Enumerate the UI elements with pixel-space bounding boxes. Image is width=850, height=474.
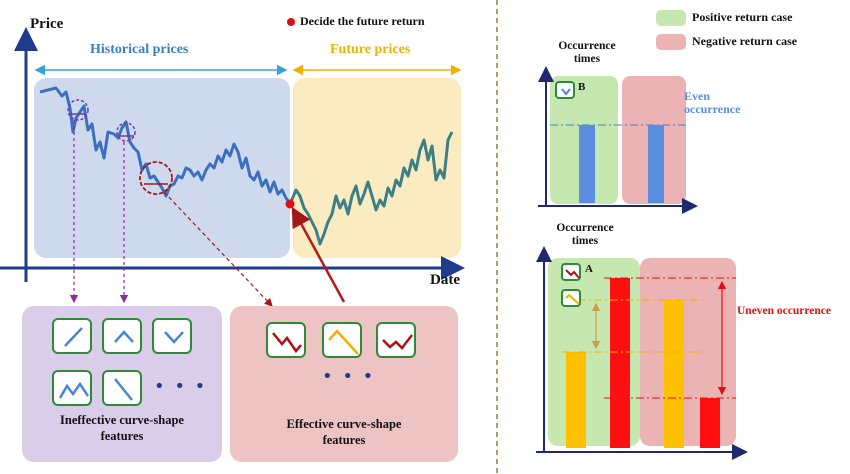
bottom-y-label-line1: Occurrence <box>556 222 614 234</box>
decision-legend-dot <box>287 18 295 26</box>
future-prices-label: Future prices <box>330 42 411 57</box>
even-label-line2: occurrence <box>684 102 741 116</box>
top-chart-valley-icon <box>555 81 575 99</box>
decision-point <box>285 199 295 209</box>
positive-legend-swatch <box>656 10 686 26</box>
feature-icon-effective-yellow <box>322 322 362 358</box>
ineffective-feature-circle-1 <box>67 99 89 121</box>
negative-legend-swatch <box>656 34 686 50</box>
bottom-bar-positive-red <box>610 278 630 448</box>
right-charts-canvas <box>536 66 748 460</box>
future-region <box>293 78 461 258</box>
even-occurrence-label: Even occurrence <box>684 90 740 116</box>
negative-legend-label: Negative return case <box>692 34 798 48</box>
pointer-line-3 <box>163 191 273 307</box>
ineffective-feature-circle-2 <box>116 122 136 142</box>
bottom-chart-y-label: Occurrence times <box>554 222 616 248</box>
feature-icon-effective-red <box>266 322 306 358</box>
feature-icon-effective-zigzag <box>376 322 416 358</box>
effective-label-line2: features <box>322 433 366 447</box>
top-y-label-line1: Occurrence <box>558 40 616 52</box>
top-bar-positive <box>579 125 595 203</box>
effective-label-line1: Effective curve-shape <box>286 417 402 431</box>
effective-ellipsis: • • • <box>322 366 376 387</box>
ineffective-features-label: Ineffective curve-shape features <box>22 412 222 444</box>
bottom-chart-yellow-icon <box>561 289 581 307</box>
effective-feature-circle <box>139 161 173 195</box>
historical-region <box>34 78 290 258</box>
feature-icon-valley <box>152 318 192 354</box>
feature-icon-falling <box>102 370 142 406</box>
feature-icon-rising <box>52 318 92 354</box>
bottom-chart-icon-letter: A <box>585 263 593 275</box>
ineffective-label-line1: Ineffective curve-shape <box>60 413 184 427</box>
feature-icon-double-peak <box>52 370 92 406</box>
decision-arrow <box>291 206 346 303</box>
even-label-line1: Even <box>684 89 711 103</box>
effective-features-label: Effective curve-shape features <box>230 416 458 448</box>
top-chart-y-label: Occurrence times <box>556 40 618 66</box>
historical-prices-label: Historical prices <box>90 42 189 57</box>
feature-icon-peak <box>102 318 142 354</box>
decision-legend-label: Decide the future return <box>300 14 425 28</box>
top-bar-negative <box>648 125 664 203</box>
future-price-line <box>288 131 454 246</box>
top-y-label-line2: times <box>573 53 601 65</box>
bottom-y-label-line2: times <box>571 235 599 247</box>
positive-legend-label: Positive return case <box>692 10 793 24</box>
top-chart-icon-letter: B <box>578 81 586 93</box>
ineffective-ellipsis: • • • <box>154 376 208 397</box>
uneven-occurrence-label: Uneven occurrence <box>737 305 831 317</box>
ineffective-label-line2: features <box>100 429 144 443</box>
bottom-bar-negative-yellow <box>664 300 684 448</box>
y-axis-label: Price <box>30 16 64 32</box>
bottom-chart-red-icon <box>561 263 581 281</box>
bottom-bar-positive-yellow <box>566 352 586 448</box>
x-axis-label: Date <box>430 272 460 288</box>
bottom-bar-negative-red <box>700 398 720 448</box>
